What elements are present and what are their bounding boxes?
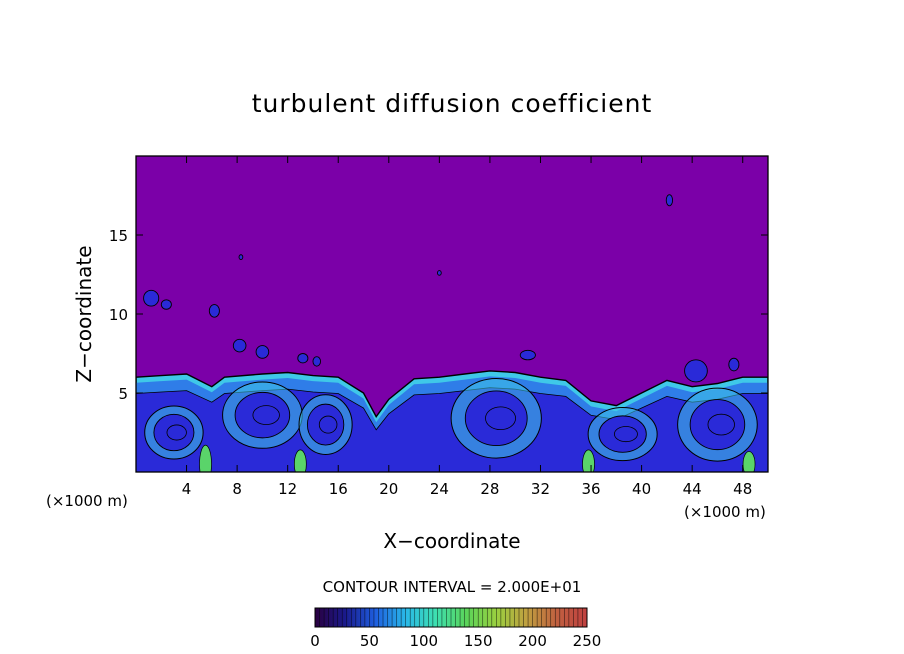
patch-13 bbox=[437, 270, 442, 276]
colorbar-tick-label-50: 50 bbox=[360, 632, 379, 650]
eddy-2-core bbox=[234, 391, 291, 439]
eddy-5-core bbox=[598, 415, 647, 453]
surface-streak-1 bbox=[199, 444, 212, 472]
patch-6 bbox=[297, 353, 309, 364]
patch-9 bbox=[684, 359, 708, 383]
chart-title: turbulent diffusion coefficient bbox=[252, 89, 653, 118]
patch-8 bbox=[519, 349, 536, 361]
plot-area bbox=[136, 156, 768, 472]
patch-1 bbox=[143, 289, 160, 307]
eddy-5-contour bbox=[614, 426, 638, 443]
eddy-2-contour bbox=[252, 405, 280, 425]
x-tick-label-12: 12 bbox=[278, 480, 297, 498]
x-tick-label-40: 40 bbox=[632, 480, 651, 498]
eddy-3-core bbox=[306, 403, 345, 446]
colorbar: 0 50 100 150 200 250 bbox=[310, 607, 602, 650]
x-axis: 4 8 12 16 20 24 28 32 36 40 44 48 bbox=[182, 156, 752, 498]
x-tick-label-36: 36 bbox=[581, 480, 600, 498]
patch-3 bbox=[208, 304, 220, 318]
colorbar-tick-label-100: 100 bbox=[409, 632, 438, 650]
patch-10 bbox=[728, 357, 740, 372]
patch-2 bbox=[160, 299, 172, 310]
colorbar-tick-label-150: 150 bbox=[464, 632, 493, 650]
colorbar-tick-label-250: 250 bbox=[573, 632, 602, 650]
contour-interval: CONTOUR INTERVAL = 2.000E+01 bbox=[323, 578, 582, 596]
eddy-6-core bbox=[689, 399, 746, 451]
patch-4 bbox=[232, 338, 247, 353]
x-tick-label-28: 28 bbox=[480, 480, 499, 498]
patch-5 bbox=[255, 345, 270, 359]
patch-12 bbox=[238, 254, 244, 260]
y-axis-label: Z−coordinate bbox=[72, 245, 96, 382]
eddy-4-contour bbox=[485, 406, 516, 431]
x-tick-label-32: 32 bbox=[531, 480, 550, 498]
patch-11 bbox=[665, 194, 674, 207]
y-tick-label-15: 15 bbox=[109, 227, 128, 245]
surface-streak-3 bbox=[582, 449, 595, 472]
eddy-6-contour bbox=[707, 413, 735, 436]
x-tick-label-8: 8 bbox=[232, 480, 242, 498]
x-tick-label-24: 24 bbox=[430, 480, 449, 498]
colorbar-tick-label-200: 200 bbox=[518, 632, 547, 650]
eddy-1-core bbox=[153, 413, 195, 452]
x-tick-label-48: 48 bbox=[733, 480, 752, 498]
y-axis: 5 10 15 bbox=[109, 227, 768, 403]
x-unit-left: (×1000 m) bbox=[46, 492, 128, 510]
eddy-4-core bbox=[464, 390, 528, 447]
eddy-3-contour bbox=[318, 415, 338, 434]
colorbar-tick-label-0: 0 bbox=[310, 632, 320, 650]
x-unit-right: (×1000 m) bbox=[684, 503, 766, 521]
surface-streak-4 bbox=[742, 451, 756, 472]
surface-streak-2 bbox=[293, 449, 307, 472]
x-tick-label-4: 4 bbox=[182, 480, 192, 498]
y-tick-label-5: 5 bbox=[118, 385, 128, 403]
eddy-1-contour bbox=[166, 424, 187, 441]
x-tick-label-20: 20 bbox=[379, 480, 398, 498]
patch-7 bbox=[312, 356, 321, 367]
x-axis-label: X−coordinate bbox=[383, 529, 520, 553]
y-tick-label-10: 10 bbox=[109, 306, 128, 324]
x-tick-label-16: 16 bbox=[329, 480, 348, 498]
x-tick-label-44: 44 bbox=[683, 480, 702, 498]
